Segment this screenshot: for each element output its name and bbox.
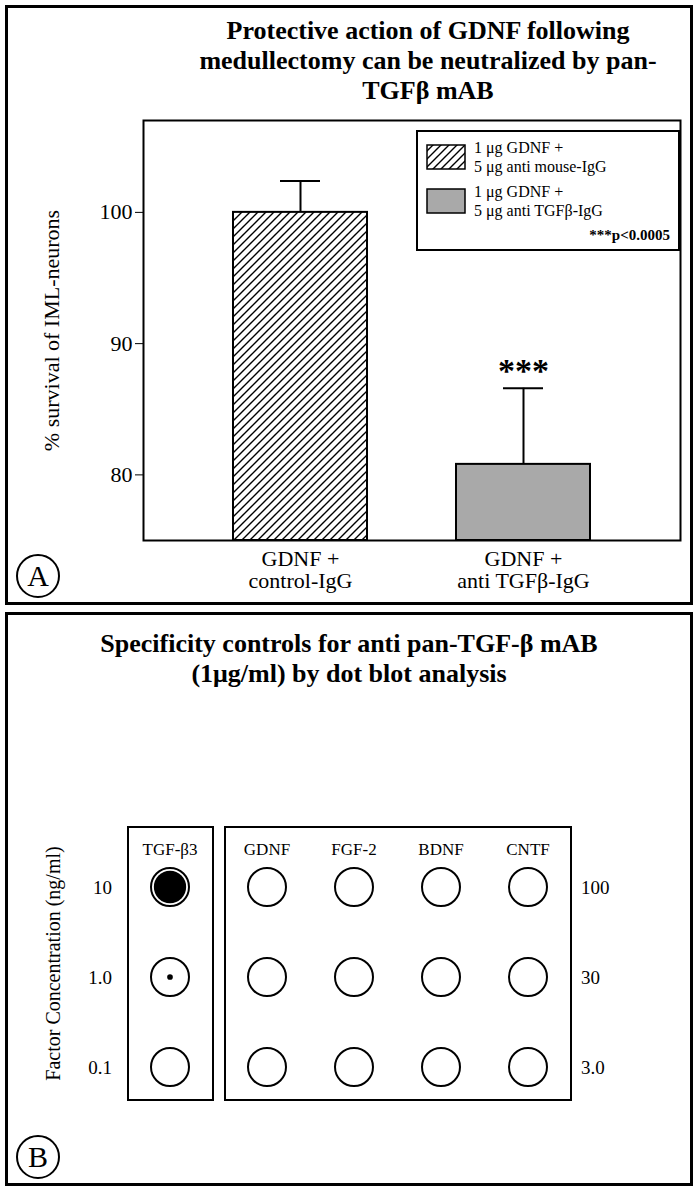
svg-text:0.1: 0.1 [88, 1057, 112, 1078]
svg-text:GDNF +anti TGFβ-IgG: GDNF +anti TGFβ-IgG [457, 546, 589, 593]
svg-text:CNTF: CNTF [506, 840, 549, 859]
svg-text:80: 80 [111, 462, 133, 487]
svg-text:BDNF: BDNF [418, 840, 463, 859]
svg-text:90: 90 [111, 331, 133, 356]
svg-text:Factor Concentration (ng/ml): Factor Concentration (ng/ml) [42, 846, 65, 1080]
html-text:A: A [27, 559, 49, 592]
html-text:Specificity controls for anti: Specificity controls for anti pan-TGF-β … [100, 629, 598, 688]
svg-text:1.0: 1.0 [88, 967, 112, 988]
html-text:B: B [28, 1140, 48, 1173]
html-text:Protective action of GDNF foll: Protective action of GDNF following medu… [199, 16, 657, 105]
svg-text:3.0: 3.0 [581, 1057, 605, 1078]
svg-text:100: 100 [100, 199, 133, 224]
html-text:1 μg GDNF + 5 μg anti mouse-Ig: 1 μg GDNF + 5 μg anti mouse-IgG [474, 139, 607, 175]
svg-text:10: 10 [93, 877, 112, 898]
html-text:1 μg GDNF + 5 μg anti TGFβ-IgG: 1 μg GDNF + 5 μg anti TGFβ-IgG [474, 183, 603, 219]
svg-text:% survival of IML-neurons: % survival of IML-neurons [39, 210, 64, 451]
svg-text:TGF-β3: TGF-β3 [143, 840, 198, 859]
svg-text:30: 30 [581, 967, 600, 988]
svg-text:GDNF: GDNF [244, 840, 290, 859]
html-text:***p<0.0005: ***p<0.0005 [589, 227, 670, 243]
svg-text:100: 100 [581, 877, 610, 898]
svg-text:FGF-2: FGF-2 [331, 840, 376, 859]
svg-text:***: *** [498, 352, 549, 389]
svg-text:GDNF +control-IgG: GDNF +control-IgG [249, 546, 353, 593]
